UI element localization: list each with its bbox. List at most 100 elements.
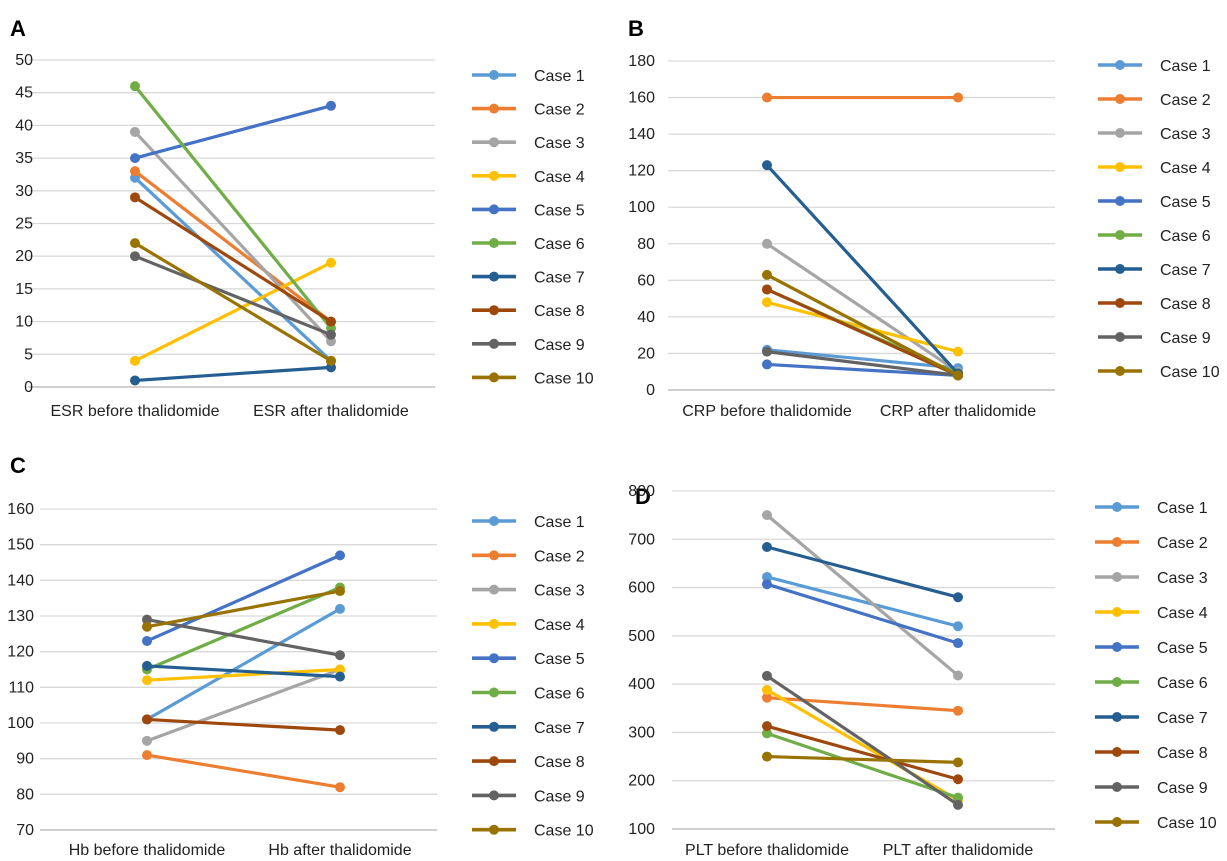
y-tick-label: 120 [7,644,34,661]
series-line [765,724,960,781]
series-line [133,176,333,363]
legend-item: Case 7 [472,720,585,737]
panel-letter: A [10,16,26,41]
legend-item: Case 10 [472,370,594,387]
series-line [765,696,960,713]
series-line [765,731,960,800]
data-point [953,370,963,381]
series-4 [130,257,336,366]
y-tick-label: 60 [637,272,655,289]
data-point [762,92,772,103]
legend-swatch-marker [489,103,499,114]
series-1 [762,571,963,632]
legend-label: Case 5 [1160,194,1211,211]
data-point [142,735,152,746]
legend-label: Case 1 [1157,500,1208,517]
data-point [953,792,963,803]
legend-label: Case 1 [534,514,585,531]
y-tick-label: 150 [7,537,34,554]
series-8 [762,721,963,785]
legend-swatch-marker [489,824,499,835]
legend-label: Case 4 [534,617,585,634]
series-9 [762,670,963,810]
data-point [762,684,772,695]
legend-swatch-marker [1112,712,1122,722]
data-point [762,542,772,553]
y-tick-label: 0 [646,382,655,399]
legend-item: Case 6 [472,236,585,253]
data-point [130,251,140,262]
legend-label: Case 3 [1157,570,1208,587]
legend-item: Case 7 [1095,710,1208,727]
legend-swatch-marker [1115,60,1125,70]
data-point [326,316,336,327]
panel-letter: D [635,484,651,509]
y-tick-label: 160 [628,90,655,107]
data-point [953,799,963,810]
data-point [762,670,772,681]
legend-swatch-marker [489,70,499,80]
legend-swatch-marker [1112,572,1122,582]
legend-swatch-marker [1115,264,1125,274]
legend-item: Case 10 [472,823,594,840]
data-point [142,660,152,671]
data-point [953,705,963,716]
legend-item: Case 6 [472,686,585,703]
legend-item: Case 6 [1095,675,1208,692]
y-tick-label: 40 [637,309,655,326]
series-1 [130,172,336,366]
legend-item: Case 2 [1098,92,1211,109]
series-line [765,362,960,377]
data-point [142,714,152,725]
y-tick-label: 400 [628,676,655,693]
legend-swatch-marker [1112,642,1122,652]
series-7 [130,362,336,386]
legend-label: Case 1 [534,68,585,85]
series-line [145,607,342,722]
y-tick-label: 160 [7,501,34,518]
data-point [130,192,140,203]
data-point [762,269,772,280]
data-point [762,346,772,357]
y-tick-label: 180 [628,53,655,70]
y-tick-label: 10 [15,314,33,331]
series-line [133,195,333,324]
panel-letter: B [628,16,644,41]
y-tick-label: 50 [15,52,33,69]
legend-label: Case 3 [534,135,585,152]
series-line [765,674,960,807]
y-tick-label: 30 [15,183,33,200]
legend-swatch-marker [489,516,499,526]
series-10 [762,269,963,381]
legend-swatch-marker [489,372,499,383]
legend: Case 1 Case 2 Case 3 Case 4 Case 5 Case 6 Case… [472,514,594,840]
series-10 [762,751,963,768]
legend-swatch-marker [489,756,499,767]
data-point [953,92,963,103]
x-category-label: ESR after thalidomide [253,403,409,420]
series-line [133,261,333,363]
legend-label: Case 7 [1160,262,1211,279]
series-5 [762,579,963,649]
legend-item: Case 5 [1098,194,1211,211]
legend-item: Case 3 [472,135,585,152]
legend-item: Case 3 [1095,570,1208,587]
data-point [326,329,336,340]
y-tick-label: 70 [16,822,34,839]
series-line [765,242,960,374]
series-line [765,545,960,599]
legend-label: Case 10 [1157,815,1217,832]
x-category-label: PLT after thalidomide [883,842,1034,859]
y-tick-label: 40 [15,117,33,134]
legend: Case 1 Case 2 Case 3 Case 4 Case 5 Case 6 Case… [1098,58,1220,381]
legend-swatch-marker [1112,502,1122,512]
data-point [953,774,963,785]
y-tick-label: 5 [24,346,33,363]
y-tick-label: 200 [628,773,655,790]
legend: Case 1 Case 2 Case 3 Case 4 Case 5 Case 6 Case… [1095,500,1217,832]
panel-c: C 70 80 90 100 110 120 130 140 150 160 Hb before th… [7,453,593,859]
data-point [326,100,336,111]
data-point [953,346,963,357]
y-tick-label: 120 [628,163,655,180]
series-line [765,350,960,377]
